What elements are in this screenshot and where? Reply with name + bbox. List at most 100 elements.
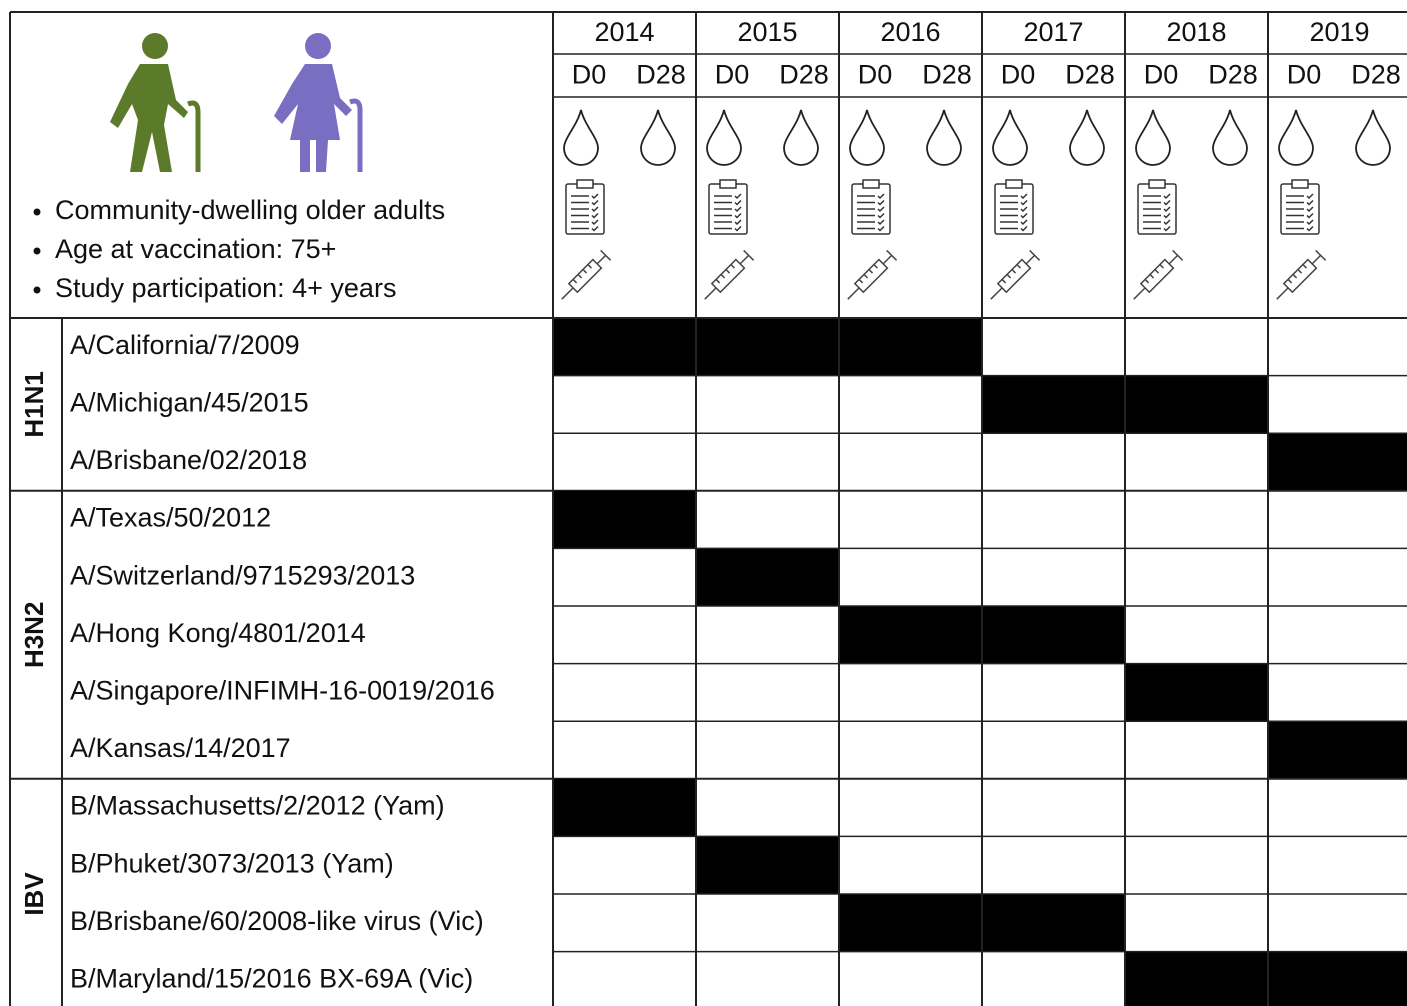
clipboard-check — [591, 206, 599, 213]
clipboard-check — [734, 199, 742, 206]
syringe-tick — [1287, 278, 1293, 284]
syringe-needle — [847, 287, 860, 300]
syringe-plunger — [1025, 254, 1036, 265]
vaccine-cell — [1125, 663, 1268, 722]
strain-label: A/California/7/2009 — [70, 330, 300, 360]
syringe-plunger — [882, 254, 893, 265]
blood-drop-icon — [563, 109, 599, 166]
clipboard-check — [877, 206, 885, 213]
vaccine-cell — [982, 894, 1125, 952]
syringe-tick — [1006, 273, 1012, 279]
blood-drop-icon — [992, 109, 1028, 166]
vaccine-cell — [1268, 721, 1407, 779]
syringe-plunger — [739, 254, 750, 265]
older-man-icon — [110, 33, 201, 172]
syringe-tick — [577, 273, 583, 279]
clipboard-check — [1020, 212, 1028, 219]
vaccine-cell — [982, 606, 1125, 664]
syringe-tick — [1297, 268, 1303, 274]
year-label: 2018 — [1166, 17, 1226, 47]
strain-label: A/Michigan/45/2015 — [70, 388, 309, 418]
day-label: D0 — [572, 60, 607, 90]
questionnaire-icon — [708, 179, 748, 235]
questionnaire-icon — [994, 179, 1034, 235]
blood-drop-icon — [640, 109, 676, 166]
syringe-handle — [743, 249, 755, 261]
clipboard-check — [591, 219, 599, 226]
clipboard-check — [734, 206, 742, 213]
syringe-tick — [1144, 278, 1150, 284]
clipboard-check — [1163, 193, 1171, 200]
blood-drop-icon — [849, 109, 885, 166]
vaccine-cell — [553, 318, 696, 376]
clipboard-check — [1163, 199, 1171, 206]
clipboard-check — [591, 199, 599, 206]
syringe-icon — [847, 249, 898, 300]
syringe-handle — [886, 249, 898, 261]
syringe-tick — [1149, 273, 1155, 279]
syringe-plunger — [1311, 254, 1322, 265]
clipboard-clip — [576, 179, 594, 189]
syringe-handle — [1172, 249, 1184, 261]
strain-label: A/Switzerland/9715293/2013 — [70, 560, 415, 590]
syringe-tick — [1292, 273, 1298, 279]
strain-label: A/Kansas/14/2017 — [70, 733, 291, 763]
vaccine-cell — [553, 490, 696, 549]
clipboard-check — [1163, 206, 1171, 213]
group-label: H1N1 — [19, 371, 49, 437]
syringe-barrel — [853, 258, 889, 294]
day-label: D28 — [922, 60, 972, 90]
syringe-barrel — [567, 258, 603, 294]
clipboard-clip — [1148, 179, 1166, 189]
clipboard-check — [591, 212, 599, 219]
syringe-tick — [725, 268, 731, 274]
blood-drop-icon — [926, 109, 962, 166]
day-label: D0 — [1287, 60, 1322, 90]
bullet-dot — [33, 208, 41, 216]
clipboard-check — [1020, 219, 1028, 226]
year-label: 2016 — [880, 17, 940, 47]
syringe-tick — [1159, 264, 1165, 269]
clipboard-check — [1306, 206, 1314, 213]
syringe-icon — [561, 249, 612, 300]
day-label: D28 — [1351, 60, 1401, 90]
strain-label: B/Brisbane/60/2008-like virus (Vic) — [70, 906, 484, 936]
clipboard-check — [1163, 219, 1171, 226]
clipboard-check — [591, 193, 599, 200]
clipboard-check — [877, 193, 885, 200]
syringe-needle — [1133, 287, 1146, 300]
vaccine-cell — [696, 548, 839, 606]
bullet-dot — [33, 247, 41, 255]
syringe-barrel — [710, 258, 746, 294]
clipboard-check — [1020, 206, 1028, 213]
clipboard-check — [877, 225, 885, 232]
questionnaire-icon — [1137, 179, 1177, 235]
syringe-needle — [1276, 287, 1289, 300]
clipboard-clip — [862, 179, 880, 189]
blood-drop-icon — [1069, 109, 1105, 166]
strain-label: A/Singapore/INFIMH-16-0019/2016 — [70, 676, 495, 706]
syringe-barrel — [996, 258, 1032, 294]
clipboard-check — [877, 199, 885, 206]
vaccine-cell — [839, 894, 982, 952]
syringe-tick — [720, 273, 726, 279]
syringe-tick — [858, 278, 864, 284]
clipboard-check — [1306, 225, 1314, 232]
syringe-tick — [863, 273, 869, 279]
clipboard-check — [1020, 225, 1028, 232]
clipboard-check — [1306, 212, 1314, 219]
group-label: H3N2 — [19, 602, 49, 668]
strain-label: A/Hong Kong/4801/2014 — [70, 618, 366, 648]
clipboard-check — [1163, 225, 1171, 232]
day-label: D0 — [1001, 60, 1036, 90]
bullet-text: Study participation: 4+ years — [55, 273, 396, 303]
clipboard-check — [734, 212, 742, 219]
strain-label: A/Brisbane/02/2018 — [70, 445, 307, 475]
clipboard-clip — [1291, 179, 1309, 189]
syringe-needle — [561, 287, 574, 300]
syringe-needle — [704, 287, 717, 300]
syringe-tick — [1302, 264, 1308, 269]
syringe-icon — [704, 249, 755, 300]
bullet-dot — [33, 286, 41, 294]
vaccine-cell — [1125, 951, 1268, 1006]
